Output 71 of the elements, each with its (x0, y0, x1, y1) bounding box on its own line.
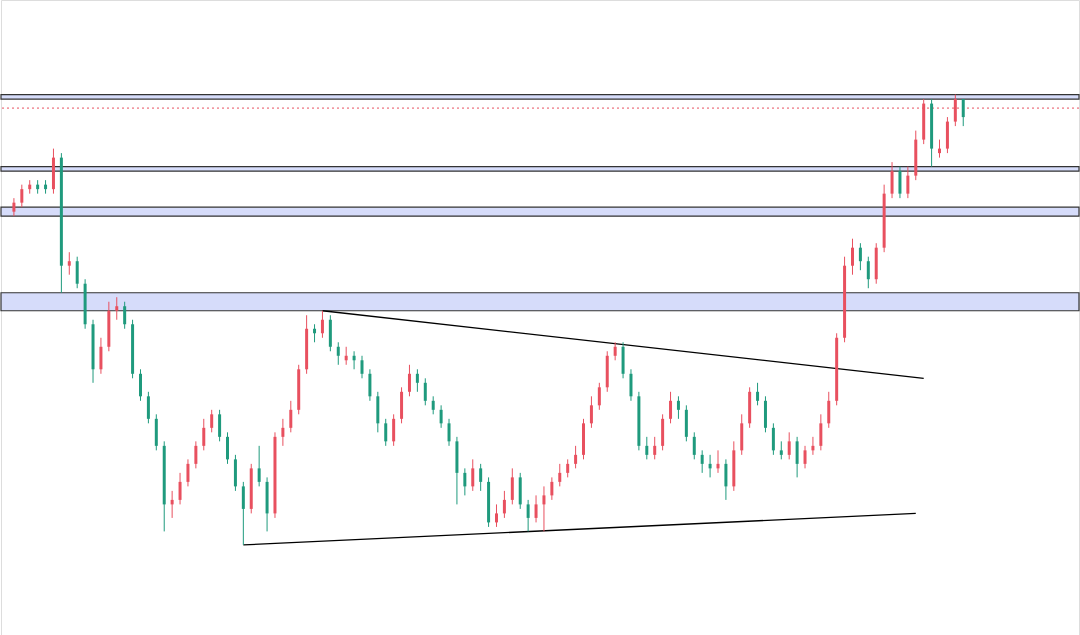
candlestick (479, 463, 483, 492)
candlestick (779, 440, 783, 460)
candlestick (392, 413, 396, 447)
candlestick (146, 391, 150, 424)
candlestick (597, 382, 601, 411)
candlestick (494, 503, 498, 528)
candlestick (320, 310, 324, 339)
candlestick (669, 391, 673, 424)
candlestick (423, 377, 427, 406)
candlestick (676, 395, 680, 420)
candlestick (439, 404, 443, 429)
candlestick (510, 467, 514, 505)
candlestick (613, 341, 617, 361)
candlestick (368, 368, 372, 402)
candlestick (795, 436, 799, 478)
candlestick (226, 431, 230, 465)
candlestick (858, 242, 862, 271)
candlestick (186, 458, 190, 487)
candlestick (202, 418, 206, 451)
candlestick (653, 436, 657, 460)
candlestick (803, 445, 807, 469)
candlestick (787, 431, 791, 460)
candlestick (194, 440, 198, 469)
candlestick (123, 301, 127, 330)
candlestick (138, 368, 142, 402)
candlestick (502, 490, 506, 519)
candlestick (407, 364, 411, 397)
candlestick (115, 296, 119, 321)
candlestick (574, 445, 578, 469)
candlestick (384, 418, 388, 447)
candlestick (12, 197, 16, 217)
candlestick (218, 409, 222, 442)
candlestick (724, 458, 728, 501)
candlestick (415, 368, 419, 393)
candlestick (336, 341, 340, 366)
candlestick (589, 395, 593, 429)
candlestick (289, 400, 293, 433)
candlestick (961, 98, 965, 127)
candlestick (257, 445, 261, 487)
candlestick (526, 499, 530, 532)
candlestick (629, 368, 633, 402)
candlestick (756, 382, 760, 406)
candlestick (700, 449, 704, 474)
candlestick (692, 431, 696, 460)
candlestick (890, 161, 894, 199)
candlestick (550, 476, 554, 501)
candlestick (99, 337, 103, 375)
candlestick (360, 355, 364, 379)
candlestick (898, 166, 902, 199)
candlestick (850, 238, 854, 276)
candlestick (566, 458, 570, 478)
candlestick (75, 256, 79, 289)
candlestick (827, 391, 831, 429)
candlestick (67, 251, 71, 276)
candlestick (463, 467, 467, 496)
candlestick (906, 166, 910, 199)
candlestick (542, 485, 546, 532)
candlestick (558, 463, 562, 487)
candlestick (281, 418, 285, 447)
candlestick (241, 481, 245, 546)
candlestick (431, 395, 435, 415)
candlestick (819, 413, 823, 451)
candlestick (534, 494, 538, 523)
candlestick (471, 458, 475, 492)
candlestick (20, 184, 24, 208)
candlestick (447, 418, 451, 447)
candlestick (645, 436, 649, 460)
candlestick (771, 422, 775, 456)
candlestick (866, 256, 870, 289)
candlestick (178, 472, 182, 505)
candlestick (210, 409, 214, 433)
